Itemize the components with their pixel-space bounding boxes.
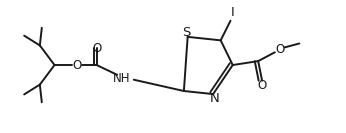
Text: O: O — [257, 79, 267, 92]
Text: N: N — [210, 92, 220, 105]
Text: O: O — [275, 43, 284, 56]
Text: S: S — [182, 26, 191, 40]
Text: O: O — [92, 42, 101, 55]
Text: NH: NH — [113, 72, 131, 85]
Text: O: O — [72, 59, 82, 72]
Text: I: I — [230, 6, 234, 19]
